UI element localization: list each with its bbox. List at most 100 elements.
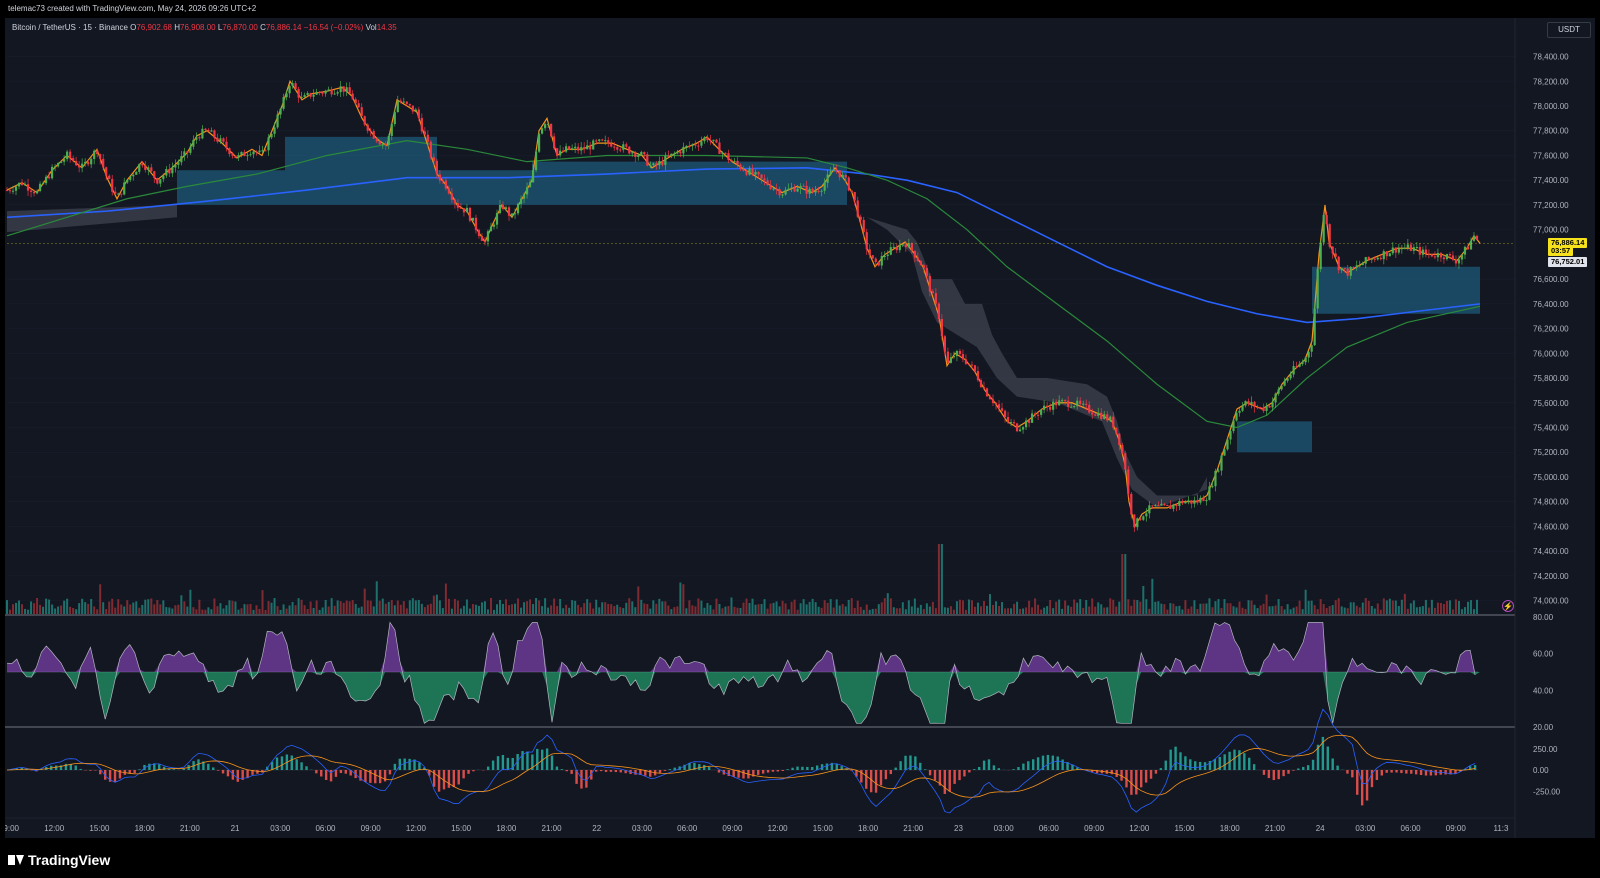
time-tick-label: 09:00: [1084, 824, 1105, 833]
candle-body: [162, 175, 165, 180]
macd-histogram-bar: [693, 762, 696, 770]
volume-bar: [381, 598, 384, 614]
macd-histogram-bar: [1385, 770, 1388, 773]
volume-bar: [1334, 600, 1337, 614]
candle-body: [865, 232, 868, 250]
macd-histogram-bar: [840, 766, 843, 770]
candle-body: [429, 141, 432, 158]
candle-body: [489, 226, 493, 232]
candle-body: [41, 183, 45, 185]
candle-body: [1085, 403, 1088, 405]
chart-canvas[interactable]: 78,400.00 78,200.00 78,000.00 77,800.00 77,6…: [0, 18, 1595, 838]
price-tick-label: 75,000.00: [1533, 473, 1569, 482]
candle-body: [132, 174, 135, 177]
candle-body: [787, 188, 790, 190]
volume-bar: [748, 602, 751, 614]
candle-body: [537, 133, 541, 152]
volume-bar: [1079, 599, 1082, 614]
candle-body: [841, 175, 844, 178]
candle-body: [1340, 268, 1343, 271]
macd-histogram-bar: [1071, 764, 1074, 770]
volume-bar: [865, 604, 868, 614]
volume-bar: [502, 603, 505, 614]
tradingview-logo[interactable]: TradingView: [8, 852, 110, 868]
volume-bar: [649, 608, 652, 614]
bar-countdown-label: 03:57: [1548, 246, 1574, 256]
macd-histogram-bar: [992, 765, 996, 770]
candle-body: [688, 145, 691, 147]
volume-bar: [27, 609, 30, 614]
macd-histogram-bar: [393, 763, 397, 770]
volume-bar: [1181, 609, 1184, 614]
volume-label: Vol: [365, 23, 377, 32]
volume-bar: [727, 605, 730, 614]
volume-bar: [1148, 608, 1151, 614]
volume-bar: [99, 584, 102, 614]
time-tick-label: 06:00: [315, 824, 336, 833]
macd-histogram-bar: [496, 756, 500, 770]
symbol-legend[interactable]: Bitcoin / TetherUS · 15 · Binance O76,90…: [12, 23, 397, 32]
volume-bar: [769, 603, 772, 614]
candle-body: [1469, 240, 1473, 250]
currency-button[interactable]: USDT: [1547, 22, 1591, 38]
low-value: 76,870.00: [222, 23, 258, 32]
volume-bar: [1286, 604, 1289, 614]
macd-histogram-bar: [1140, 770, 1143, 788]
candle-body: [607, 140, 610, 144]
volume-bar: [324, 599, 327, 614]
candle-body: [108, 175, 111, 179]
volume-bar: [877, 604, 880, 614]
volume-bar: [1241, 607, 1244, 614]
candle-body: [1352, 266, 1355, 268]
candle-body: [8, 190, 12, 192]
volume-bar: [835, 599, 838, 614]
volume-bar: [216, 606, 219, 614]
volume-bar: [775, 601, 778, 614]
volume-bar: [868, 609, 871, 614]
time-tick-label: 09:00: [5, 824, 20, 833]
volume-bar: [946, 607, 949, 614]
volume-bar: [625, 602, 628, 614]
macd-histogram-bar: [280, 756, 284, 770]
macd-histogram-bar: [658, 770, 662, 773]
macd-histogram-bar: [639, 770, 642, 775]
teal-cloud-block: [285, 136, 437, 205]
volume-bar: [1472, 609, 1475, 614]
candle-body: [838, 170, 841, 178]
volume-bar: [6, 600, 8, 614]
volume-bar: [312, 607, 315, 614]
candle-body: [1124, 453, 1127, 470]
volume-bar: [303, 605, 306, 614]
chart-area[interactable]: 78,400.00 78,200.00 78,000.00 77,800.00 77,6…: [0, 18, 1595, 838]
lightning-icon[interactable]: ⚡: [1502, 600, 1514, 612]
high-value: 76,908.00: [180, 23, 216, 32]
volume-bar: [1358, 607, 1361, 614]
volume-bar: [619, 607, 622, 614]
candle-body: [1445, 254, 1449, 260]
candle-body: [114, 191, 117, 194]
volume-bar: [1466, 601, 1469, 614]
macd-histogram-bar: [776, 770, 780, 772]
volume-bar: [508, 605, 511, 614]
volume-bar: [153, 604, 156, 614]
candle-body: [285, 93, 288, 98]
volume-bar: [1151, 578, 1154, 614]
macd-histogram-bar: [374, 770, 377, 784]
candle-body: [1154, 505, 1157, 507]
macd-histogram-bar: [216, 770, 220, 771]
candle-body: [1163, 503, 1166, 506]
candle-body: [540, 128, 544, 134]
candle-body: [126, 179, 129, 183]
time-tick-label: 22: [592, 824, 601, 833]
macd-histogram-bar: [526, 751, 529, 770]
volume-bar: [535, 598, 538, 614]
macd-histogram-bar: [113, 770, 117, 783]
candle-body: [168, 169, 171, 174]
candle-body: [294, 83, 297, 89]
volume-bar: [1025, 607, 1028, 614]
candle-body: [246, 155, 249, 157]
candle-body: [721, 152, 724, 154]
candle-body: [372, 131, 375, 139]
rsi-tick-label: 20.00: [1533, 723, 1554, 732]
macd-histogram-bar: [614, 770, 618, 773]
